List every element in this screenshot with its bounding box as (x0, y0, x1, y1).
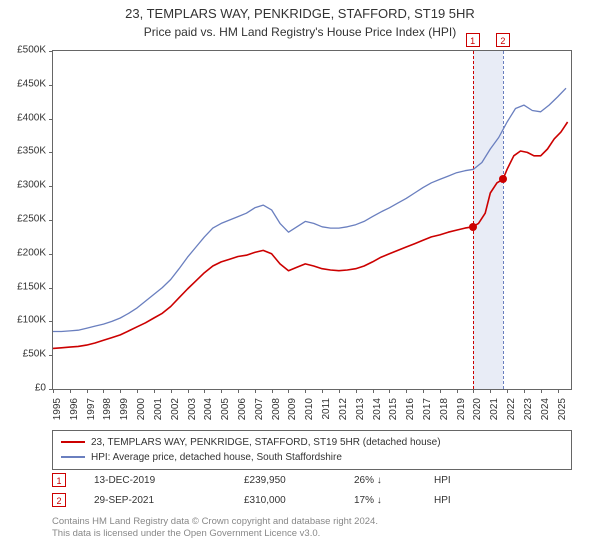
x-tick-label: 2022 (506, 398, 517, 420)
x-tick-label: 2021 (489, 398, 500, 420)
chart-title: 23, TEMPLARS WAY, PENKRIDGE, STAFFORD, S… (0, 0, 600, 23)
marker-price: £239,950 (244, 475, 354, 486)
marker-table-badge: 2 (52, 493, 66, 507)
x-tick-label: 1995 (52, 398, 63, 420)
y-tick-label: £200K (0, 247, 46, 258)
x-tick-label: 2001 (153, 398, 164, 420)
x-tick-label: 2000 (136, 398, 147, 420)
x-tick-label: 2019 (456, 398, 467, 420)
x-tick-label: 2014 (372, 398, 383, 420)
marker-pct: 17% ↓ (354, 495, 434, 506)
x-tick-label: 2024 (540, 398, 551, 420)
y-tick-label: £450K (0, 78, 46, 89)
x-tick-label: 2007 (254, 398, 265, 420)
series-property (53, 122, 568, 348)
x-tick-label: 2025 (557, 398, 568, 420)
x-tick-label: 2006 (237, 398, 248, 420)
sale-dot (469, 223, 477, 231)
x-tick-label: 2012 (338, 398, 349, 420)
x-tick-label: 2002 (170, 398, 181, 420)
x-tick-label: 2018 (439, 398, 450, 420)
series-lines (53, 51, 571, 389)
y-tick-label: £150K (0, 281, 46, 292)
x-tick-label: 1997 (86, 398, 97, 420)
series-hpi (53, 88, 566, 331)
y-axis-ticks: £0£50K£100K£150K£200K£250K£300K£350K£400… (0, 50, 50, 390)
marker-badge: 1 (466, 33, 480, 47)
marker-price: £310,000 (244, 495, 354, 506)
legend-label: HPI: Average price, detached house, Sout… (91, 452, 342, 463)
sale-dot (499, 175, 507, 183)
chart-subtitle: Price paid vs. HM Land Registry's House … (0, 23, 600, 39)
marker-table-row: 1 13-DEC-2019£239,95026% ↓HPI (52, 470, 572, 490)
marker-suffix: HPI (434, 475, 474, 486)
legend: 23, TEMPLARS WAY, PENKRIDGE, STAFFORD, S… (52, 430, 572, 470)
y-tick-label: £0 (0, 383, 46, 394)
chart-container: 23, TEMPLARS WAY, PENKRIDGE, STAFFORD, S… (0, 0, 600, 560)
marker-table-row: 2 29-SEP-2021£310,00017% ↓HPI (52, 490, 572, 510)
x-tick-label: 1996 (69, 398, 80, 420)
y-tick-label: £50K (0, 349, 46, 360)
marker-table-badge: 1 (52, 473, 66, 487)
marker-badge: 2 (496, 33, 510, 47)
x-tick-label: 2010 (304, 398, 315, 420)
legend-row: HPI: Average price, detached house, Sout… (61, 450, 563, 465)
marker-pct: 26% ↓ (354, 475, 434, 486)
legend-swatch (61, 456, 85, 458)
x-tick-label: 2003 (187, 398, 198, 420)
marker-date: 29-SEP-2021 (94, 495, 244, 506)
x-tick-label: 2020 (472, 398, 483, 420)
plot-area: 12 (52, 50, 572, 390)
x-tick-label: 1998 (102, 398, 113, 420)
x-tick-label: 2011 (321, 398, 332, 420)
x-tick-label: 2023 (523, 398, 534, 420)
y-tick-label: £500K (0, 45, 46, 56)
marker-suffix: HPI (434, 495, 474, 506)
marker-table: 1 13-DEC-2019£239,95026% ↓HPI 2 29-SEP-2021… (52, 470, 572, 510)
y-tick-label: £100K (0, 315, 46, 326)
y-tick-label: £400K (0, 112, 46, 123)
x-tick-label: 2015 (388, 398, 399, 420)
marker-date: 13-DEC-2019 (94, 475, 244, 486)
footer-line-1: Contains HM Land Registry data © Crown c… (52, 516, 572, 528)
legend-swatch (61, 441, 85, 443)
x-tick-label: 2005 (220, 398, 231, 420)
x-tick-label: 2004 (203, 398, 214, 420)
x-tick-label: 2016 (405, 398, 416, 420)
legend-label: 23, TEMPLARS WAY, PENKRIDGE, STAFFORD, S… (91, 437, 441, 448)
y-tick-label: £300K (0, 180, 46, 191)
x-tick-label: 2013 (355, 398, 366, 420)
x-tick-label: 2009 (287, 398, 298, 420)
x-tick-label: 2008 (271, 398, 282, 420)
y-tick-label: £250K (0, 214, 46, 225)
footer-line-2: This data is licensed under the Open Gov… (52, 528, 572, 540)
y-tick-label: £350K (0, 146, 46, 157)
x-tick-label: 1999 (119, 398, 130, 420)
legend-row: 23, TEMPLARS WAY, PENKRIDGE, STAFFORD, S… (61, 435, 563, 450)
footer-attribution: Contains HM Land Registry data © Crown c… (52, 516, 572, 541)
x-tick-label: 2017 (422, 398, 433, 420)
x-axis-ticks: 1995 1996 1997 1998 1999 2000 2001 2002 2003 2004… (52, 392, 572, 432)
